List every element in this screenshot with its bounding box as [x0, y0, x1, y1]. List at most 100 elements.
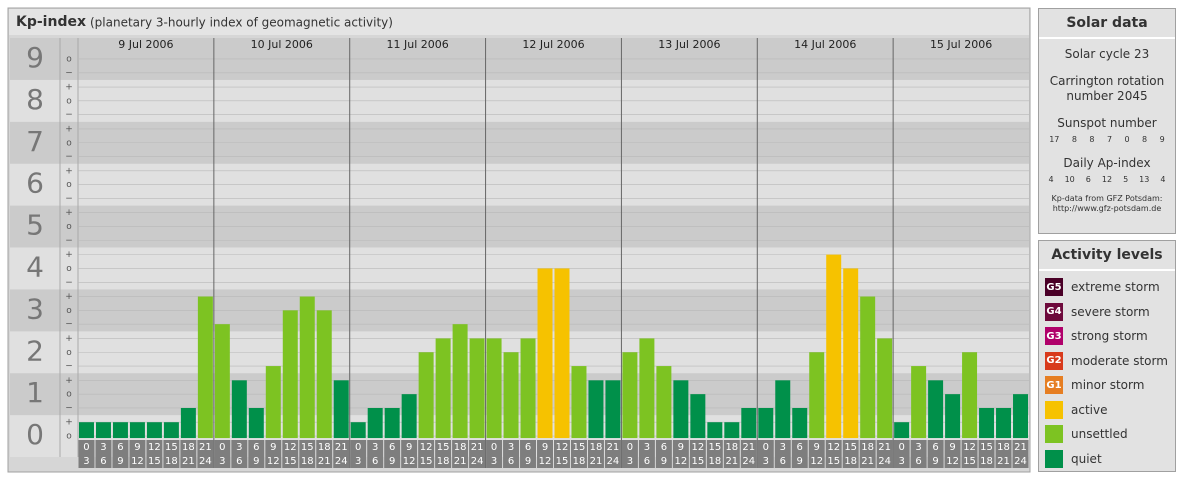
time-cell: [1012, 440, 1029, 468]
bar: [877, 338, 893, 439]
time-cell: [910, 440, 927, 468]
time-cell: [333, 440, 350, 468]
bar: [180, 407, 196, 439]
time-end: 24: [471, 456, 484, 467]
legend-label: unsettled: [1071, 427, 1128, 442]
time-cell: [554, 440, 570, 468]
time-cell: [197, 440, 214, 468]
y-tick-label: 3: [26, 292, 44, 325]
time-end: 9: [932, 456, 938, 467]
time-cell: [299, 440, 316, 468]
bar: [979, 407, 995, 439]
ap-value: 4: [1160, 175, 1166, 184]
y-minor-label: −: [65, 110, 73, 120]
time-start: 15: [844, 442, 857, 453]
time-cell: [757, 440, 774, 468]
y-tick-label: 9: [26, 41, 44, 74]
bar: [79, 422, 94, 439]
y-tick-label: 0: [26, 418, 44, 451]
bar: [945, 394, 961, 439]
sunspot-label: Sunspot number: [1057, 116, 1157, 130]
time-cell: [350, 440, 367, 468]
time-end: 15: [556, 456, 569, 467]
time-cell: [78, 440, 95, 468]
bar: [962, 352, 978, 439]
y-minor-label: +: [65, 292, 73, 302]
time-start: 15: [437, 442, 450, 453]
day-label: 12 Jul 2006: [522, 38, 584, 51]
y-minor-label: o: [66, 138, 72, 148]
bar: [860, 296, 876, 439]
legend-swatch: [1045, 449, 1063, 468]
time-end: 15: [148, 456, 161, 467]
time-start: 0: [83, 442, 89, 453]
time-end: 15: [691, 456, 704, 467]
time-cell: [265, 440, 282, 468]
legend: G5 extreme storm G4 severe storm G3 strong st…: [1039, 271, 1175, 475]
time-end: 6: [372, 456, 378, 467]
y-minor-label: +: [65, 376, 73, 386]
time-end: 12: [403, 456, 416, 467]
ap-value: 12: [1101, 175, 1113, 184]
time-cell: [978, 440, 995, 468]
sunspot-value: 17: [1049, 135, 1060, 144]
time-start: 12: [691, 442, 704, 453]
text: number 2045: [1066, 89, 1148, 103]
bar: [282, 310, 298, 439]
time-start: 9: [814, 442, 820, 453]
time-end: 21: [454, 456, 467, 467]
time-start: 6: [797, 442, 803, 453]
time-cell: [774, 440, 791, 468]
time-cell: [859, 440, 876, 468]
time-end: 21: [590, 456, 603, 467]
bar: [656, 366, 672, 439]
legend-label: active: [1071, 402, 1108, 417]
sunspot-values: 17 8 8 7 0 8 9: [1039, 131, 1175, 144]
time-cell: [604, 440, 621, 468]
day-label: 10 Jul 2006: [251, 38, 313, 51]
bar: [741, 407, 757, 439]
time-start: 21: [471, 442, 484, 453]
time-start: 12: [556, 442, 569, 453]
y-tick-label: 8: [26, 83, 44, 116]
ap-value: 6: [1085, 175, 1091, 184]
time-end: 21: [861, 456, 874, 467]
legend-item: quiet: [1045, 447, 1169, 472]
time-start: 18: [725, 442, 738, 453]
y-tick-label: 7: [26, 125, 44, 158]
time-cell: [537, 440, 553, 468]
bar: [231, 380, 247, 439]
time-start: 15: [980, 442, 993, 453]
time-end: 21: [997, 456, 1010, 467]
sunspot-value: 9: [1159, 135, 1165, 144]
time-end: 6: [644, 456, 650, 467]
bar: [639, 338, 655, 439]
text: http://www.gfz-potsdam.de: [1052, 204, 1162, 213]
time-start: 21: [742, 442, 755, 453]
time-cell: [927, 440, 944, 468]
time-start: 3: [508, 442, 514, 453]
legend-item: unsettled: [1045, 422, 1169, 447]
time-cell: [587, 440, 604, 468]
bar: [146, 422, 162, 439]
bar: [129, 422, 145, 439]
time-cell: [435, 440, 452, 468]
bar: [333, 380, 349, 439]
time-start: 15: [708, 442, 721, 453]
time-end: 6: [100, 456, 106, 467]
legend-label: strong storm: [1071, 329, 1148, 344]
bar: [707, 422, 723, 439]
time-cell: [944, 440, 961, 468]
time-end: 6: [915, 456, 921, 467]
time-start: 6: [932, 442, 938, 453]
time-end: 9: [117, 456, 123, 467]
bar: [554, 268, 570, 439]
y-minor-label: o: [66, 348, 72, 358]
plot: 0123456789o+−o+−o+−o+−o+−o+−o+−o+−o+−o9 …: [10, 38, 1029, 468]
day-label: 9 Jul 2006: [118, 38, 173, 51]
time-start: 18: [861, 442, 874, 453]
bar: [792, 407, 808, 439]
time-start: 0: [219, 442, 225, 453]
time-end: 3: [898, 456, 904, 467]
